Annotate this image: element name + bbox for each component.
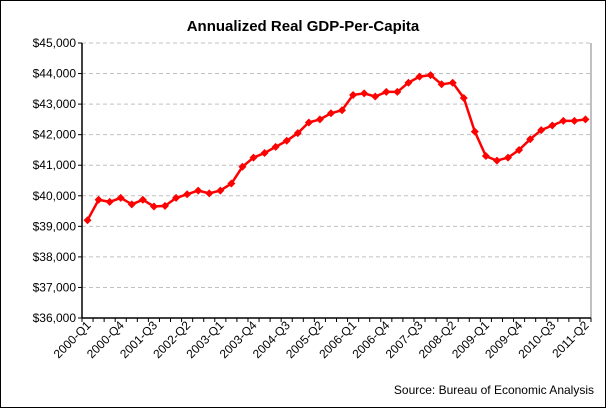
data-point-marker	[448, 78, 457, 87]
data-point-marker	[393, 87, 402, 96]
data-point-marker	[415, 72, 424, 81]
data-point-marker	[293, 129, 302, 138]
chart-title: Annualized Real GDP-Per-Capita	[187, 18, 420, 35]
y-tick-label: $45,000	[33, 36, 77, 50]
data-point-marker	[304, 118, 313, 127]
data-point-marker	[194, 186, 203, 195]
data-point-marker	[127, 200, 136, 209]
data-point-marker	[83, 216, 92, 225]
data-point-marker	[470, 127, 479, 136]
data-point-marker	[570, 116, 579, 125]
data-point-marker	[149, 202, 158, 211]
y-tick-label: $41,000	[33, 158, 77, 172]
data-point-marker	[426, 71, 435, 80]
y-tick-label: $44,000	[33, 67, 77, 81]
gdp-series-line	[86, 73, 586, 221]
data-point-marker	[315, 115, 324, 124]
data-point-marker	[371, 92, 380, 101]
data-point-marker	[282, 136, 291, 145]
data-point-marker	[183, 190, 192, 199]
data-point-marker	[138, 195, 147, 204]
data-point-marker	[537, 126, 546, 135]
y-tick-label: $42,000	[33, 128, 77, 142]
data-point-marker	[360, 89, 369, 98]
data-point-marker	[404, 78, 413, 87]
data-point-marker	[160, 201, 169, 210]
data-point-marker	[459, 94, 468, 102]
data-point-marker	[326, 109, 335, 118]
y-tick-label: $43,000	[33, 97, 77, 111]
data-point-marker	[437, 80, 446, 89]
data-point-marker	[116, 193, 125, 202]
data-point-marker	[216, 186, 225, 195]
data-point-marker	[227, 179, 236, 188]
data-point-marker	[105, 197, 114, 206]
data-point-marker	[548, 121, 557, 130]
data-point-marker	[559, 116, 568, 125]
data-point-marker	[526, 135, 535, 144]
y-tick-label: $37,000	[33, 280, 77, 294]
data-point-marker	[249, 153, 258, 162]
data-point-marker	[382, 87, 391, 96]
data-point-marker	[260, 149, 269, 157]
data-point-marker	[492, 156, 501, 165]
data-point-marker	[238, 162, 247, 171]
y-tick-label: $40,000	[33, 189, 77, 203]
source-note: Source: Bureau of Economic Analysis	[394, 383, 594, 397]
data-point-marker	[515, 145, 524, 154]
data-point-marker	[481, 152, 490, 161]
y-tick-label: $38,000	[33, 250, 77, 264]
y-tick-label: $39,000	[33, 219, 77, 233]
data-point-marker	[349, 90, 358, 99]
y-tick-label: $36,000	[33, 311, 77, 325]
data-point-marker	[94, 195, 103, 204]
data-point-marker	[338, 106, 347, 115]
data-point-marker	[271, 142, 280, 151]
data-point-marker	[581, 115, 590, 124]
data-point-marker	[205, 189, 214, 198]
data-point-marker	[504, 153, 513, 162]
data-point-marker	[172, 193, 181, 202]
